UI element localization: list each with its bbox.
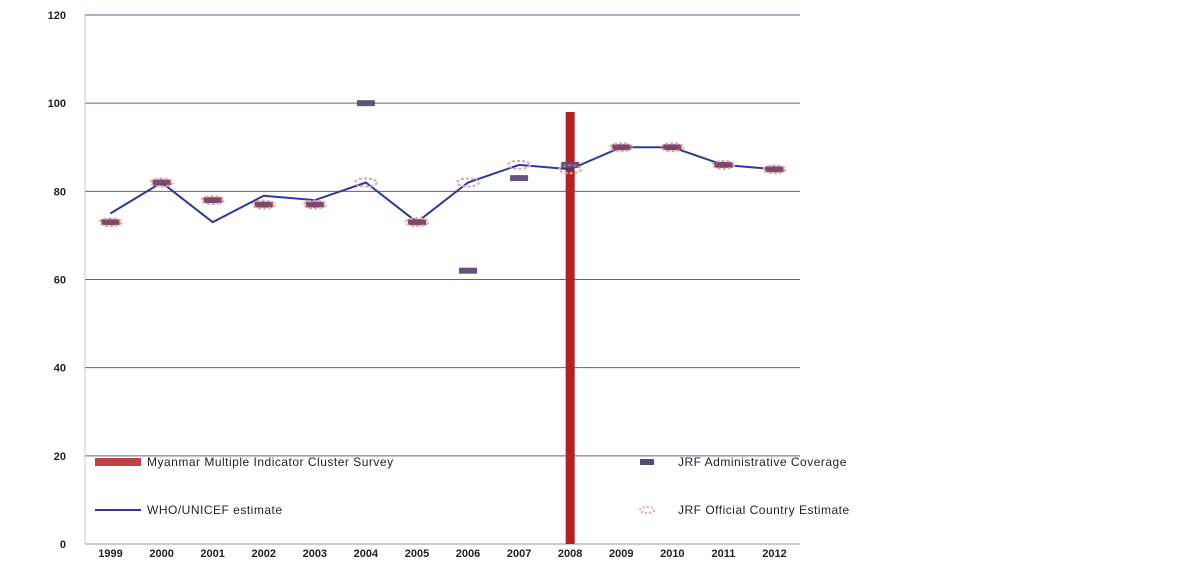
- grid-layer: [85, 14, 800, 457]
- y-tick-label: 60: [54, 275, 66, 287]
- legend-item-3: JRF Official Country Estimate: [639, 503, 850, 517]
- marker-jrf-official-2012: [762, 164, 787, 175]
- point-who-unicef-2001: [212, 221, 214, 223]
- x-tick-label: 2001: [200, 548, 224, 560]
- marker-overlay-2009: [612, 145, 631, 150]
- axis-layer: 0 20 40 60 80 100 120 1999 2000 2001 2002 2003 2004 2…: [48, 10, 800, 560]
- y-tick-label: 20: [54, 451, 66, 463]
- point-who-unicef-2006: [467, 182, 469, 184]
- marker-overlay-2000: [152, 180, 171, 185]
- marker-overlay-1999: [101, 220, 120, 225]
- marker-jrf-official-2009: [609, 142, 634, 153]
- y-tick-label: 120: [48, 10, 66, 22]
- bar-layer: [565, 111, 575, 544]
- y-tick-label: 0: [60, 539, 66, 551]
- marker-jrf-official-2001: [200, 195, 225, 206]
- marker-jrf-admin-2006: [459, 267, 478, 274]
- x-tick-label: 2005: [405, 548, 429, 560]
- x-tick-label: 2003: [303, 548, 327, 560]
- legend-label: Myanmar Multiple Indicator Cluster Surve…: [147, 455, 394, 469]
- marker-jrf-official-2005: [404, 217, 429, 228]
- marker-jrf-official-2010: [660, 142, 685, 153]
- marker-overlay-2008: [561, 162, 580, 167]
- y-tick-label: 80: [54, 186, 66, 198]
- point-who-unicef-2007: [518, 164, 520, 166]
- x-tick-label: 2000: [149, 548, 173, 560]
- legend-label: JRF Official Country Estimate: [678, 503, 850, 517]
- x-tick-label: 2002: [252, 548, 276, 560]
- marker-overlay-2012: [765, 167, 784, 172]
- x-tick-label: 2011: [711, 548, 735, 560]
- x-tick-label: 2010: [660, 548, 684, 560]
- x-tick-label: 2004: [354, 548, 379, 560]
- y-tick-label: 40: [54, 363, 66, 375]
- marker-jrf-official-2002: [251, 199, 276, 210]
- point-who-unicef-2008: [569, 168, 571, 170]
- legend: Myanmar Multiple Indicator Cluster Surve…: [95, 455, 850, 517]
- x-tick-label: 2012: [762, 548, 786, 560]
- marker-jrf-official-2006: [456, 177, 481, 188]
- line-layer: [110, 146, 775, 224]
- point-who-unicef-2002: [263, 195, 265, 197]
- marker-jrf-official-2011: [711, 159, 736, 170]
- marker-overlay-2003: [305, 202, 324, 207]
- marker-layer: [98, 100, 787, 274]
- marker-overlay-2002: [254, 202, 273, 207]
- marker-jrf-official-2000: [149, 177, 174, 188]
- x-tick-label: 2006: [456, 548, 480, 560]
- legend-label: WHO/UNICEF estimate: [147, 503, 283, 517]
- marker-overlay-2005: [407, 220, 426, 225]
- bar-mics-2008: [565, 111, 575, 544]
- series-line-who-unicef: [110, 146, 775, 224]
- point-who-unicef-1999: [110, 212, 112, 214]
- marker-overlay-2010: [663, 145, 682, 150]
- marker-jrf-admin-2007: [510, 175, 529, 182]
- marker-jrf-official-1999: [98, 217, 123, 228]
- x-tick-label: 2008: [558, 548, 582, 560]
- legend-swatch-jrf-admin: [640, 459, 654, 465]
- legend-label: JRF Administrative Coverage: [678, 455, 847, 469]
- x-tick-label: 2009: [609, 548, 633, 560]
- marker-jrf-official-2003: [302, 199, 327, 210]
- marker-overlay-2011: [714, 162, 733, 167]
- point-who-unicef-2004: [365, 182, 367, 184]
- legend-item-1: JRF Administrative Coverage: [640, 455, 847, 469]
- y-tick-label: 100: [48, 98, 66, 110]
- marker-jrf-official-2004: [353, 177, 378, 188]
- marker-overlay-2001: [203, 198, 222, 203]
- legend-swatch-jrf-official: [639, 506, 655, 514]
- legend-item-0: Myanmar Multiple Indicator Cluster Surve…: [95, 455, 394, 469]
- legend-item-2: WHO/UNICEF estimate: [95, 503, 283, 517]
- x-tick-label: 1999: [98, 548, 122, 560]
- marker-jrf-official-2007: [507, 159, 532, 170]
- marker-jrf-admin-2004: [356, 100, 375, 107]
- x-tick-label: 2007: [507, 548, 531, 560]
- legend-swatch-mics: [95, 458, 141, 466]
